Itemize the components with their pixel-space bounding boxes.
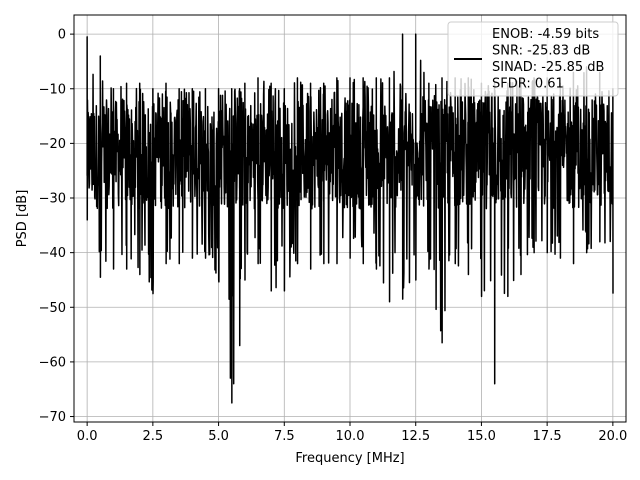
y-tick-label: −40	[39, 246, 66, 261]
x-tick-label: 7.5	[274, 429, 295, 444]
y-tick-label: 0	[58, 28, 66, 43]
x-axis-ticks: 0.0 2.5 5.0 7.5 10.0 12.5 15.0 17.5 20.0	[77, 422, 627, 444]
x-tick-label: 15.0	[467, 429, 496, 444]
x-tick-label: 10.0	[336, 429, 365, 444]
x-tick-label: 5.0	[208, 429, 229, 444]
y-tick-label: −10	[39, 82, 66, 97]
y-axis-ticks: 0 −10 −20 −30 −40 −50 −60 −70	[39, 28, 74, 425]
x-tick-label: 12.5	[401, 429, 430, 444]
legend-snr: SNR: -25.83 dB	[492, 44, 590, 59]
x-axis-label: Frequency [MHz]	[295, 451, 404, 466]
legend: ENOB: -4.59 bits SNR: -25.83 dB SINAD: -…	[447, 21, 619, 97]
y-tick-label: −50	[39, 301, 66, 316]
x-tick-label: 17.5	[533, 429, 562, 444]
x-tick-label: 2.5	[143, 429, 164, 444]
y-tick-label: −70	[39, 410, 66, 425]
legend-enob: ENOB: -4.59 bits	[492, 27, 599, 42]
y-tick-label: −30	[39, 192, 66, 207]
legend-box	[447, 21, 619, 97]
x-tick-label: 20.0	[598, 429, 627, 444]
psd-line	[86, 33, 614, 404]
legend-sinad: SINAD: -25.85 dB	[492, 60, 604, 75]
x-tick-label: 0.0	[77, 429, 98, 444]
psd-series	[86, 33, 614, 404]
y-tick-label: −20	[39, 137, 66, 152]
y-axis-label: PSD [dB]	[15, 190, 30, 248]
legend-sfdr: SFDR: 0.61	[492, 77, 564, 92]
y-tick-label: −60	[39, 355, 66, 370]
